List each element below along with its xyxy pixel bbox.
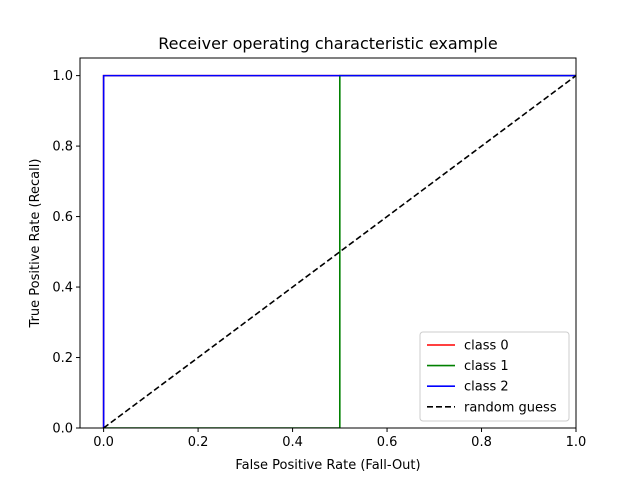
legend-label-class-1: class 1: [464, 359, 509, 374]
x-tick-label: 0.6: [377, 435, 398, 450]
axes-frame: [79, 57, 577, 429]
y-tick-label: 0.8: [52, 140, 73, 155]
legend-label-random-guess: random guess: [464, 400, 557, 415]
chart-title: Receiver operating characteristic exampl…: [158, 34, 497, 53]
legend-box: [419, 331, 570, 422]
series-line-class-2: [102, 74, 576, 428]
x-tick-label: 0.8: [471, 435, 492, 450]
x-axis-label: False Positive Rate (Fall-Out): [235, 458, 420, 473]
plot-area: 0.0 0.2 0.4 0.6 0.8 1.0 0.0 0.2 0.4 0.6 0.8 1.0 clas…: [52, 57, 587, 450]
y-tick-label: 0.4: [52, 281, 73, 296]
y-tick-label: 0.6: [52, 210, 73, 225]
y-tick-label: 0.0: [52, 422, 73, 437]
legend-label-class-0: class 0: [464, 339, 509, 354]
series-lines: [102, 74, 576, 428]
y-axis-label: True Positive Rate (Recall): [28, 159, 43, 329]
x-tick-label: 0.2: [188, 435, 209, 450]
series-line-random-guess: [103, 74, 576, 428]
x-tick-label: 1.0: [566, 435, 587, 450]
x-tick-label: 0.0: [93, 435, 114, 450]
legend-label-class-2: class 2: [464, 380, 509, 395]
x-tick-label: 0.4: [282, 435, 303, 450]
y-tick-label: 0.2: [52, 351, 73, 366]
y-tick-label: 1.0: [52, 69, 73, 84]
